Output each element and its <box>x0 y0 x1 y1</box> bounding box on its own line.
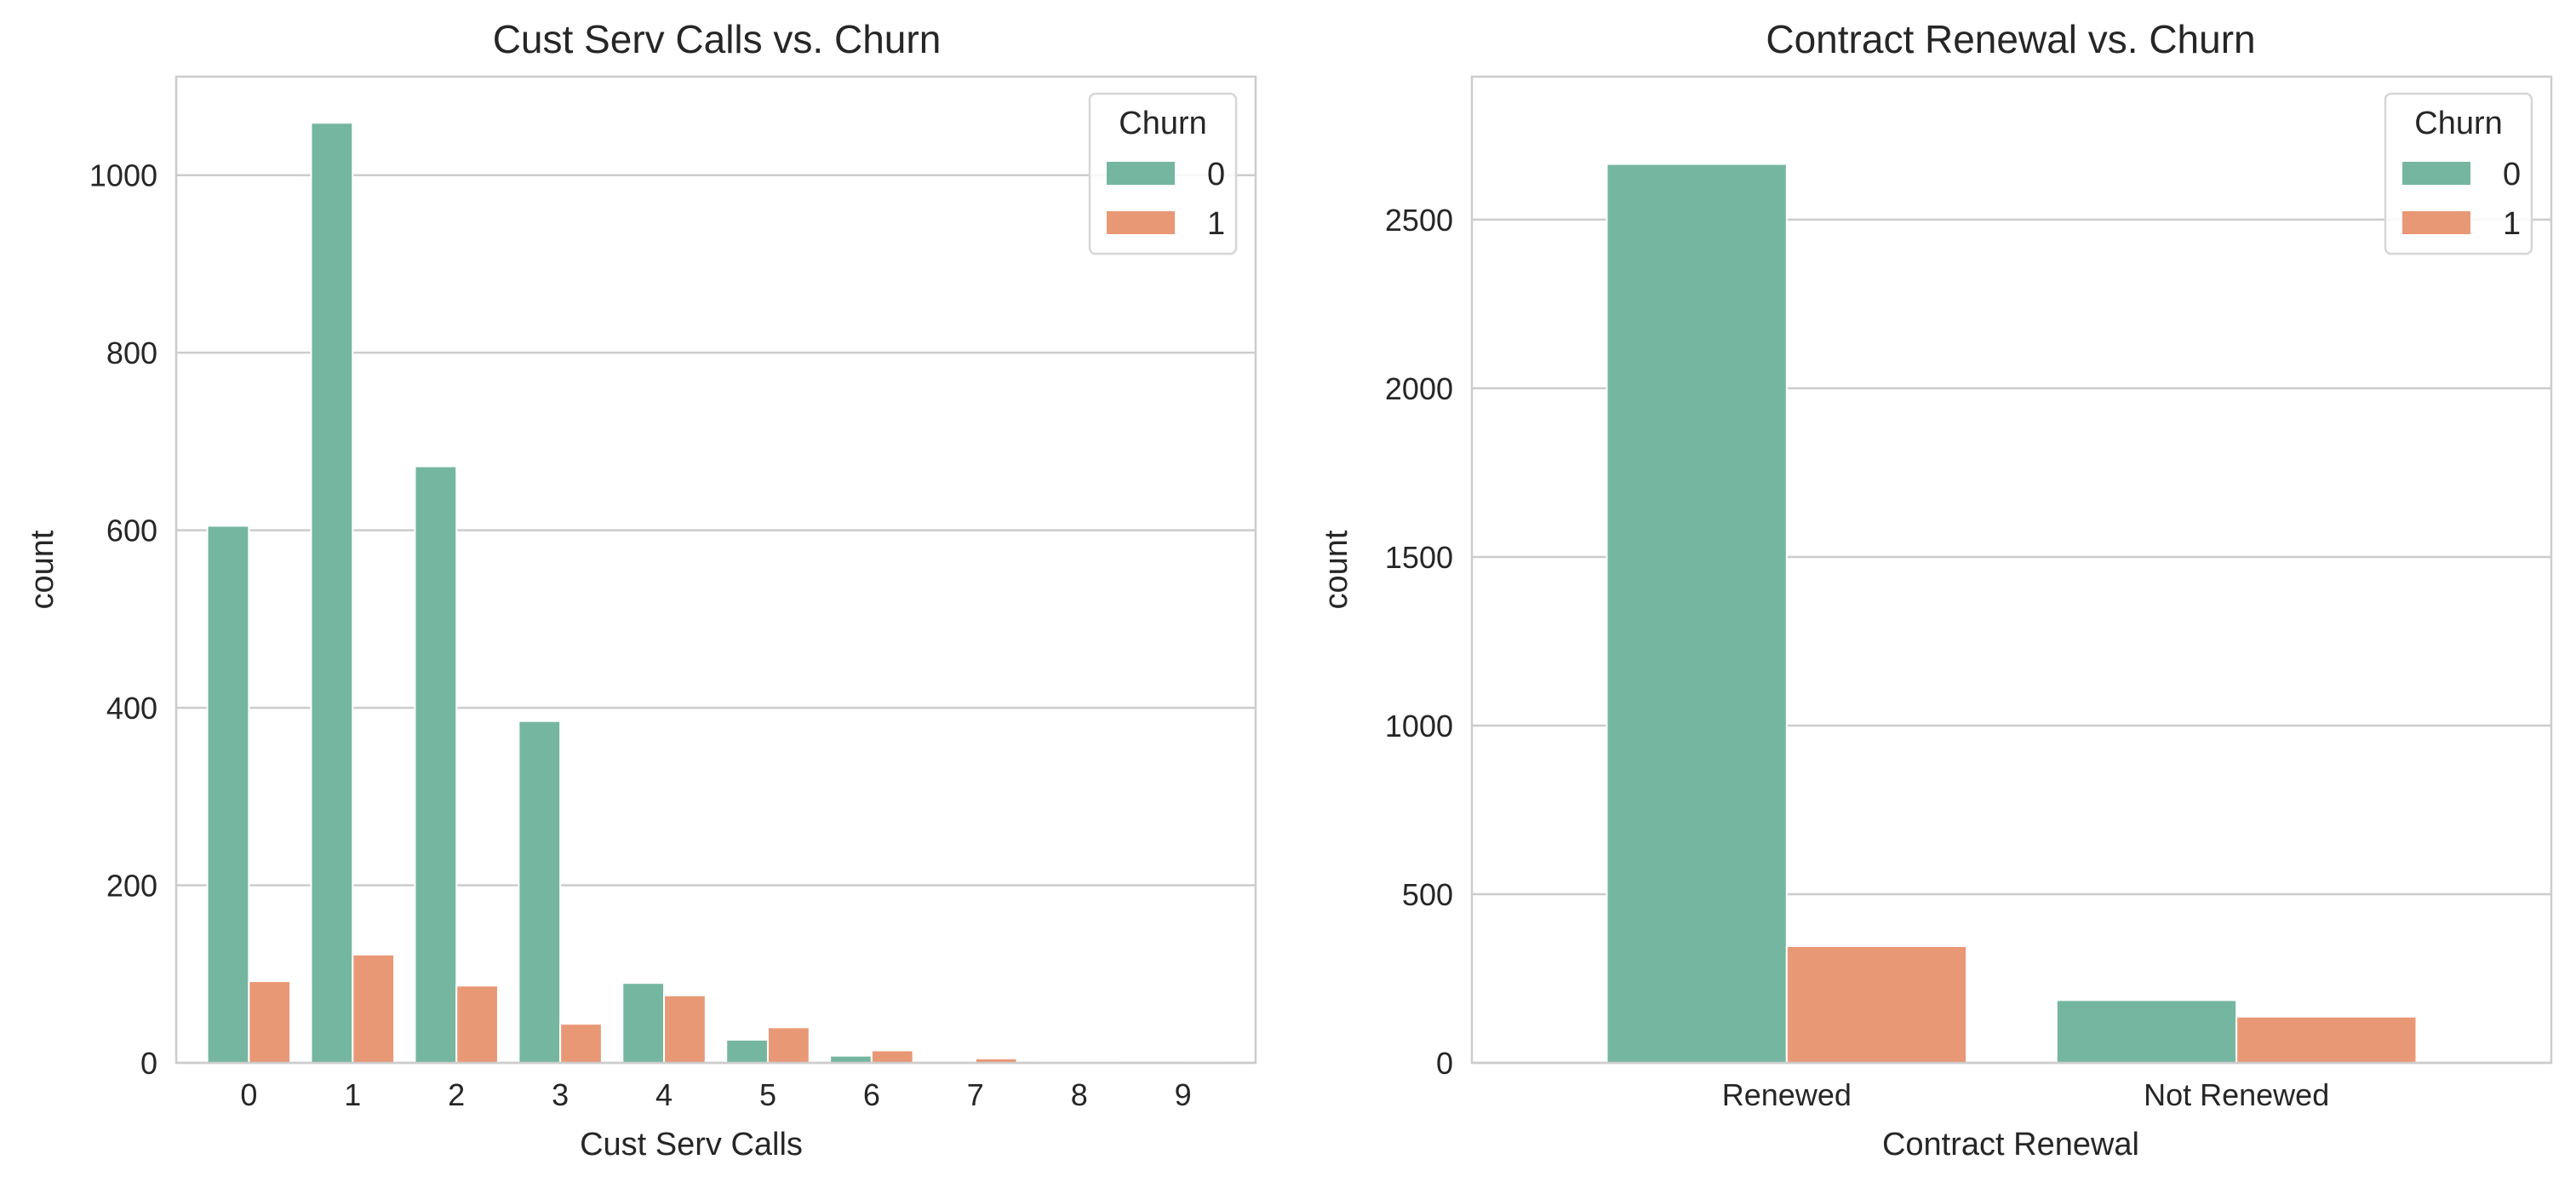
bar-4-churn-0 <box>621 982 666 1065</box>
x-tick-label: 8 <box>1071 1077 1088 1112</box>
bar-not-renewed-churn-0 <box>2055 999 2238 1064</box>
legend-label-churn-0: 0 <box>1207 157 1225 192</box>
bar-5-churn-1 <box>766 1026 810 1065</box>
y-tick-label: 0 <box>140 1046 157 1081</box>
bar-0-churn-0 <box>206 525 250 1064</box>
chart-contract-renewal: Contract Renewal vs. Churn 0 500 1000 1500 2… <box>1319 17 2553 1162</box>
bar-2-churn-1 <box>455 984 499 1065</box>
y-axis-label: count <box>1319 530 1354 609</box>
y-tick-label: 0 <box>1436 1046 1453 1081</box>
y-axis-label: count <box>25 530 60 609</box>
x-tick-label: 1 <box>344 1077 361 1112</box>
x-axis-label: Contract Renewal <box>1882 1127 2139 1162</box>
chart-title: Contract Renewal vs. Churn <box>1766 17 2255 61</box>
x-tick-label: Renewed <box>1722 1077 1852 1112</box>
legend-swatch-churn-0 <box>2402 162 2470 185</box>
bar-0-churn-1 <box>248 980 292 1065</box>
x-tick-label: 6 <box>863 1077 880 1112</box>
legend-swatch-churn-1 <box>2402 211 2470 234</box>
y-tick-label: 400 <box>106 691 157 726</box>
x-tick-labels: 0 1 2 3 4 5 6 7 8 9 <box>240 1077 1191 1112</box>
x-tick-label: 7 <box>967 1077 984 1112</box>
chart-title: Cust Serv Calls vs. Churn <box>493 17 942 61</box>
bar-renewed-churn-0 <box>1606 163 1788 1064</box>
y-tick-label: 1000 <box>1385 709 1453 743</box>
x-axis-label: Cust Serv Calls <box>580 1127 803 1162</box>
bar-3-churn-1 <box>559 1023 603 1065</box>
y-tick-labels: 0 500 1000 1500 2000 2500 <box>1385 203 1453 1081</box>
y-tick-label: 500 <box>1402 877 1453 912</box>
legend-title: Churn <box>1119 106 1207 141</box>
bar-6-churn-0 <box>829 1054 873 1065</box>
x-tick-label: 5 <box>759 1077 776 1112</box>
legend-swatch-churn-0 <box>1107 162 1175 185</box>
bar-3-churn-0 <box>518 720 562 1065</box>
legend-label-churn-1: 1 <box>2503 206 2521 242</box>
x-tick-label: Not Renewed <box>2144 1077 2329 1112</box>
legend-label-churn-0: 0 <box>2503 157 2521 192</box>
legend: Churn 0 1 <box>2384 92 2533 255</box>
x-tick-label: 9 <box>1175 1077 1192 1112</box>
bar-renewed-churn-1 <box>1785 944 1968 1065</box>
bar-6-churn-1 <box>870 1049 914 1064</box>
y-tick-label: 600 <box>106 514 157 548</box>
legend-swatch-churn-1 <box>1107 211 1175 234</box>
y-tick-label: 1000 <box>89 158 157 193</box>
legend: Churn 0 1 <box>1088 92 1238 255</box>
y-tick-label: 1500 <box>1385 540 1453 575</box>
bar-4-churn-1 <box>663 994 707 1065</box>
x-tick-labels: Renewed Not Renewed <box>1722 1077 2329 1112</box>
legend-title: Churn <box>2414 106 2503 141</box>
bars <box>1606 163 2418 1065</box>
x-tick-label: 4 <box>655 1077 673 1112</box>
bar-not-renewed-churn-1 <box>2235 1015 2418 1065</box>
y-tick-label: 200 <box>106 869 157 904</box>
bar-5-churn-0 <box>725 1038 769 1065</box>
x-tick-label: 0 <box>240 1077 257 1112</box>
legend-label-churn-1: 1 <box>1207 206 1225 242</box>
x-tick-label: 2 <box>448 1077 465 1112</box>
bars <box>206 122 1226 1065</box>
x-tick-label: 3 <box>552 1077 569 1112</box>
y-tick-label: 2500 <box>1385 203 1453 238</box>
plot-frame <box>175 75 1257 1065</box>
y-tick-label: 2000 <box>1385 371 1453 406</box>
bar-2-churn-0 <box>414 465 458 1064</box>
bar-1-churn-0 <box>310 122 354 1064</box>
y-tick-labels: 0 200 400 600 800 1000 <box>89 158 157 1081</box>
plot-frame <box>1470 75 2553 1065</box>
bar-1-churn-1 <box>352 953 396 1064</box>
y-tick-label: 800 <box>106 336 157 370</box>
chart-cust-serv-calls: Cust Serv Calls vs. Churn 02004006008001… <box>25 17 1257 1162</box>
